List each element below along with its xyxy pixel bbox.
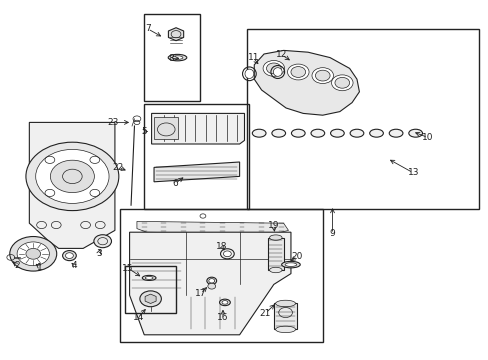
Ellipse shape xyxy=(275,326,295,333)
Text: 18: 18 xyxy=(216,242,227,251)
Ellipse shape xyxy=(281,261,300,268)
Ellipse shape xyxy=(310,129,324,137)
Ellipse shape xyxy=(388,129,402,137)
Circle shape xyxy=(17,242,49,266)
Ellipse shape xyxy=(330,129,344,137)
Circle shape xyxy=(94,235,111,248)
Text: 5: 5 xyxy=(141,127,146,136)
Ellipse shape xyxy=(172,56,183,59)
Circle shape xyxy=(290,67,305,77)
Text: 7: 7 xyxy=(144,24,150,33)
Ellipse shape xyxy=(369,129,383,137)
Text: 1: 1 xyxy=(37,263,43,271)
Circle shape xyxy=(207,283,215,289)
Polygon shape xyxy=(151,113,244,144)
Ellipse shape xyxy=(219,299,230,306)
Text: 6: 6 xyxy=(172,179,178,188)
Ellipse shape xyxy=(285,263,296,266)
Bar xyxy=(144,14,200,101)
Text: 20: 20 xyxy=(291,252,303,261)
Ellipse shape xyxy=(142,275,156,280)
Ellipse shape xyxy=(275,300,295,307)
Circle shape xyxy=(311,68,333,84)
Circle shape xyxy=(334,77,349,88)
Text: 4: 4 xyxy=(71,261,77,270)
Ellipse shape xyxy=(145,276,153,279)
Circle shape xyxy=(10,237,57,271)
Text: 8: 8 xyxy=(168,54,174,63)
Circle shape xyxy=(50,160,94,193)
Polygon shape xyxy=(154,117,178,139)
Text: 14: 14 xyxy=(132,313,144,322)
Polygon shape xyxy=(129,232,290,335)
Ellipse shape xyxy=(244,69,253,78)
Polygon shape xyxy=(29,122,115,248)
Polygon shape xyxy=(137,221,288,234)
Circle shape xyxy=(36,149,109,203)
Circle shape xyxy=(62,251,76,261)
Ellipse shape xyxy=(271,129,285,137)
Bar xyxy=(273,303,297,329)
Circle shape xyxy=(140,291,161,307)
Circle shape xyxy=(266,63,281,74)
Text: 21: 21 xyxy=(259,309,271,318)
Ellipse shape xyxy=(252,129,265,137)
Ellipse shape xyxy=(168,54,186,61)
Text: 10: 10 xyxy=(421,133,433,142)
Ellipse shape xyxy=(349,129,363,137)
Circle shape xyxy=(223,251,231,257)
Circle shape xyxy=(26,142,119,211)
Text: 11: 11 xyxy=(247,53,259,62)
Ellipse shape xyxy=(408,129,422,137)
Text: 9: 9 xyxy=(329,230,335,239)
Circle shape xyxy=(206,277,216,284)
Circle shape xyxy=(263,60,284,76)
Polygon shape xyxy=(254,50,359,115)
Ellipse shape xyxy=(222,301,227,304)
Ellipse shape xyxy=(269,235,282,240)
Text: 15: 15 xyxy=(122,264,134,273)
Circle shape xyxy=(208,279,214,283)
Bar xyxy=(267,238,283,270)
Ellipse shape xyxy=(273,68,282,76)
Text: 16: 16 xyxy=(217,313,228,322)
Bar xyxy=(120,209,322,342)
Polygon shape xyxy=(154,162,239,182)
Polygon shape xyxy=(145,294,156,303)
Bar xyxy=(246,29,478,209)
Text: 23: 23 xyxy=(107,118,119,127)
Circle shape xyxy=(315,70,329,81)
Circle shape xyxy=(287,64,308,80)
Circle shape xyxy=(331,75,352,91)
Circle shape xyxy=(26,248,41,259)
Circle shape xyxy=(65,253,73,258)
Bar xyxy=(124,266,176,313)
Bar xyxy=(144,104,249,209)
Text: 13: 13 xyxy=(407,168,418,177)
Text: 3: 3 xyxy=(96,249,102,258)
Text: 17: 17 xyxy=(194,289,206,298)
Ellipse shape xyxy=(269,267,282,273)
Ellipse shape xyxy=(291,129,305,137)
Text: 2: 2 xyxy=(14,261,20,270)
Text: 22: 22 xyxy=(112,163,124,172)
Polygon shape xyxy=(168,28,183,41)
Text: 19: 19 xyxy=(267,220,279,230)
Text: 12: 12 xyxy=(275,50,287,59)
